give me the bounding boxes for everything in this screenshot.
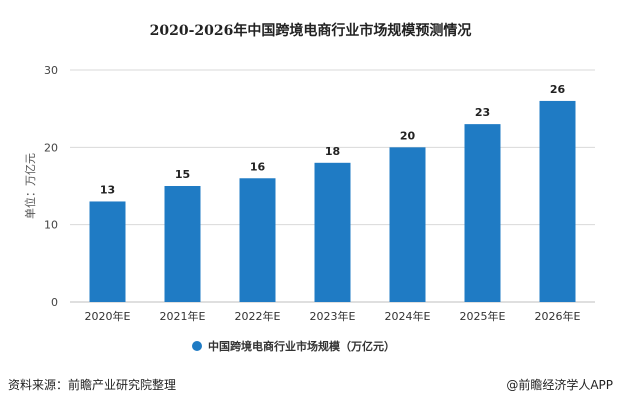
x-tick-label: 2023年E — [310, 309, 356, 323]
data-label: 18 — [325, 145, 340, 158]
data-label: 26 — [550, 83, 566, 96]
y-axis-label: 单位：万亿元 — [23, 153, 37, 219]
chart-title: 2020-2026年中国跨境电商行业市场规模预测情况 — [149, 23, 472, 39]
bar — [239, 178, 276, 302]
bar — [389, 147, 426, 302]
bar — [464, 124, 501, 302]
x-tick-label: 2025年E — [460, 309, 506, 323]
y-tick-label: 20 — [44, 141, 58, 154]
bar — [539, 100, 576, 302]
y-tick-label: 10 — [44, 219, 58, 232]
data-label: 13 — [100, 183, 115, 196]
y-tick-label: 30 — [44, 64, 58, 77]
bar — [164, 186, 201, 302]
bar — [89, 201, 126, 302]
x-tick-label: 2022年E — [235, 309, 281, 323]
legend-label: 中国跨境电商行业市场规模（万亿元） — [208, 339, 395, 353]
data-label: 20 — [400, 129, 416, 142]
x-tick-label: 2020年E — [85, 309, 131, 323]
x-tick-label: 2021年E — [160, 309, 206, 323]
data-label: 16 — [250, 160, 266, 173]
source-watermark-text: @前瞻经济学人APP — [506, 378, 613, 392]
bar — [314, 162, 351, 302]
data-label: 23 — [475, 106, 490, 119]
data-label: 15 — [175, 168, 190, 181]
x-tick-label: 2026年E — [535, 309, 581, 323]
x-tick-label: 2024年E — [385, 309, 431, 323]
y-tick-label: 0 — [51, 296, 58, 309]
source-note: 资料来源：前瞻产业研究院整理 — [8, 378, 177, 392]
legend-marker — [192, 341, 202, 351]
